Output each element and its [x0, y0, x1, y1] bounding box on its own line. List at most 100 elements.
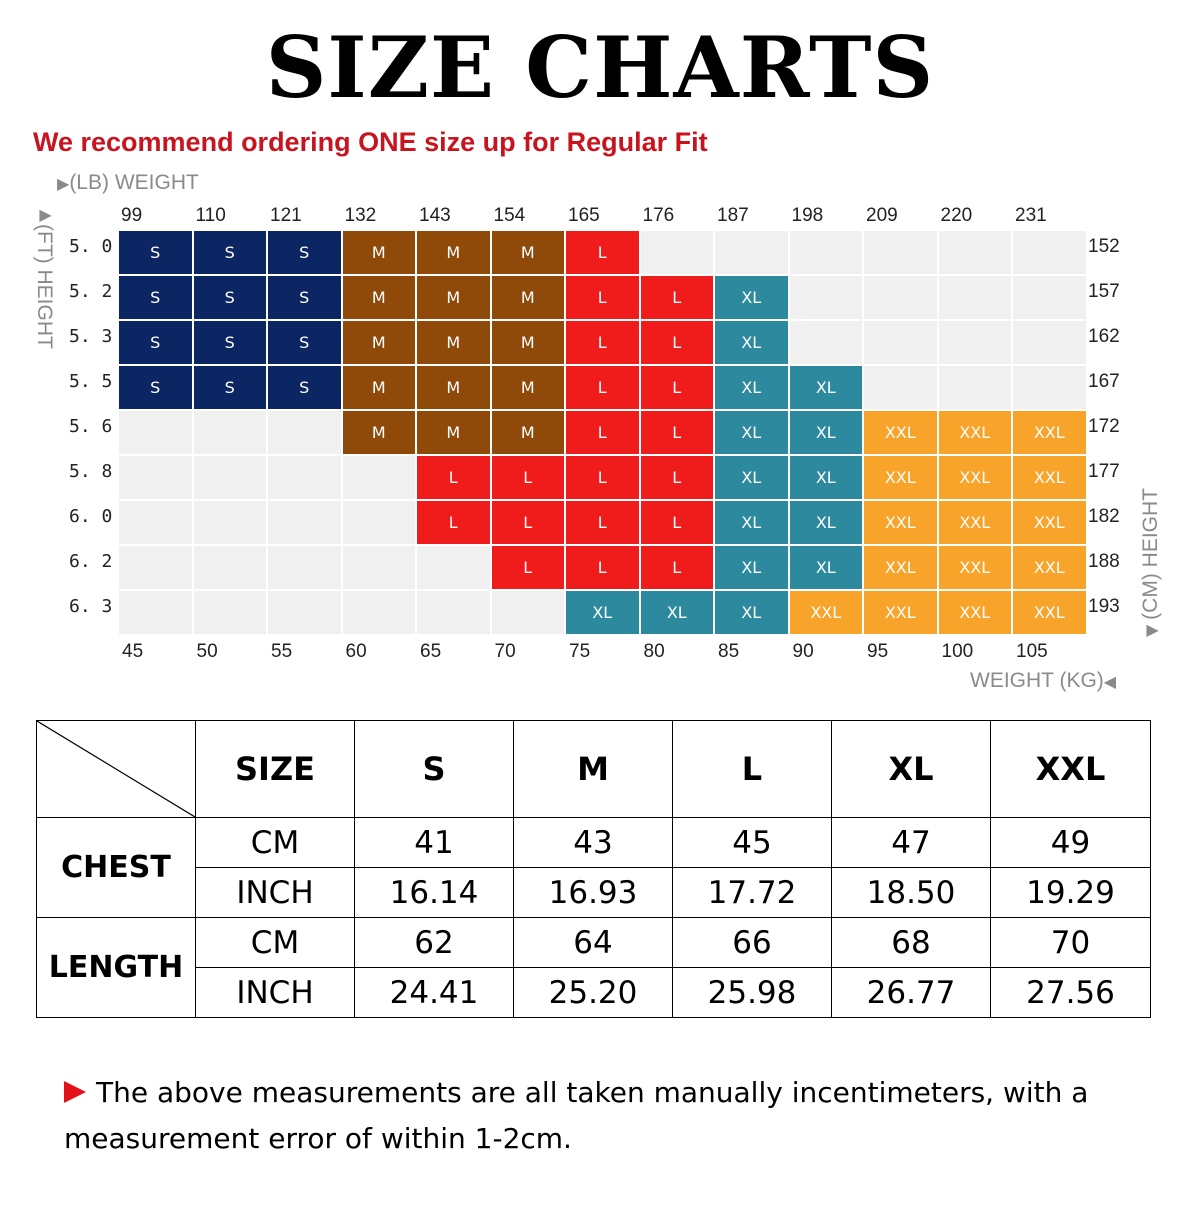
lb-tick: 110	[195, 205, 226, 226]
size-cell-l: L	[565, 410, 640, 455]
size-cell-l: L	[639, 410, 714, 455]
value-cell: 16.93	[513, 867, 673, 918]
lb-tick: 176	[642, 205, 675, 226]
value-cell: 24.41	[354, 967, 514, 1018]
size-cell-empty	[788, 275, 863, 320]
size-col-s: S	[354, 720, 514, 818]
triangle-right-icon	[64, 1081, 86, 1103]
length-inch-row: INCH 24.41 25.20 25.98 26.77 27.56	[37, 967, 1151, 1018]
size-cell-m: M	[416, 320, 491, 365]
size-cell-m: M	[416, 275, 491, 320]
size-cell-empty	[714, 230, 789, 275]
ft-tick: 6. 2	[69, 551, 113, 572]
size-cell-empty	[1012, 275, 1087, 320]
lb-weight-label-text: (LB) WEIGHT	[69, 171, 199, 194]
size-cell-empty	[267, 545, 342, 590]
size-cell-xxl: XXL	[863, 455, 938, 500]
size-cell-s: S	[118, 365, 193, 410]
size-matrix: S S S M M M L S S S M M M L L XL S S S M M M L L XL S S S M M M L L XL XL M…	[118, 230, 1087, 635]
size-cell-empty	[937, 365, 1012, 410]
kg-tick: 55	[271, 641, 293, 662]
size-cell-empty	[118, 455, 193, 500]
cm-tick: 177	[1088, 461, 1120, 482]
size-cell-xl: XL	[714, 590, 789, 635]
kg-weight-axis-label: WEIGHT (KG)◀	[970, 668, 1116, 696]
size-cell-empty	[341, 590, 416, 635]
ft-tick: 5. 3	[69, 326, 113, 347]
size-cell-s: S	[192, 230, 267, 275]
lb-tick: 154	[493, 205, 526, 226]
size-cell-l: L	[490, 545, 565, 590]
kg-tick: 75	[569, 641, 591, 662]
size-cell-l: L	[416, 500, 491, 545]
triangle-right-icon: ▶	[57, 176, 70, 193]
value-cell: 17.72	[672, 867, 832, 918]
size-cell-l: L	[639, 320, 714, 365]
size-cell-empty	[192, 455, 267, 500]
ft-tick: 5. 8	[69, 461, 113, 482]
ft-tick: 5. 2	[69, 281, 113, 302]
size-cell-l: L	[565, 455, 640, 500]
size-cell-l: L	[565, 500, 640, 545]
size-cell-xxl: XXL	[863, 590, 938, 635]
kg-tick: 65	[420, 641, 442, 662]
triangle-left-icon: ◀	[1103, 674, 1117, 691]
value-cell: 49	[990, 817, 1151, 868]
size-cell-l: L	[639, 275, 714, 320]
size-header: SIZE	[195, 720, 355, 818]
ft-height-axis-label: ▶(FT) HEIGHT	[31, 205, 57, 375]
kg-tick: 45	[122, 641, 144, 662]
kg-tick: 100	[941, 641, 974, 662]
kg-tick: 85	[718, 641, 740, 662]
lb-weight-axis-label: ▶(LB) WEIGHT	[57, 170, 199, 198]
size-cell-l: L	[565, 275, 640, 320]
size-cell-l: L	[490, 455, 565, 500]
kg-tick: 80	[643, 641, 665, 662]
size-cell-empty	[937, 320, 1012, 365]
size-cell-empty	[192, 500, 267, 545]
cm-height-axis-label: ▶(CM) HEIGHT	[1138, 488, 1164, 653]
size-cell-l: L	[565, 320, 640, 365]
size-cell-l: L	[565, 365, 640, 410]
size-cell-xl: XL	[714, 275, 789, 320]
value-cell: 43	[513, 817, 673, 868]
lb-tick: 99	[121, 205, 143, 226]
size-cell-empty	[490, 590, 565, 635]
size-cell-m: M	[490, 320, 565, 365]
size-cell-m: M	[341, 230, 416, 275]
size-cell-s: S	[118, 275, 193, 320]
size-cell-s: S	[267, 275, 342, 320]
size-cell-xxl: XXL	[863, 410, 938, 455]
size-cell-xxl: XXL	[1012, 410, 1087, 455]
cm-tick: 172	[1088, 416, 1120, 437]
lb-tick: 187	[717, 205, 749, 226]
size-cell-empty	[341, 455, 416, 500]
size-cell-xl: XL	[788, 410, 863, 455]
size-cell-empty	[788, 320, 863, 365]
size-cell-xl: XL	[714, 365, 789, 410]
unit-inch: INCH	[195, 967, 355, 1018]
size-cell-xl: XL	[565, 590, 640, 635]
size-cell-s: S	[118, 230, 193, 275]
size-cell-xxl: XXL	[937, 500, 1012, 545]
size-cell-s: S	[192, 275, 267, 320]
size-cell-xl: XL	[788, 365, 863, 410]
size-cell-empty	[937, 275, 1012, 320]
note-text: The above measurements are all taken man…	[64, 1076, 1089, 1155]
value-cell: 19.29	[990, 867, 1151, 918]
size-cell-xxl: XXL	[1012, 545, 1087, 590]
size-cell-empty	[192, 410, 267, 455]
value-cell: 25.20	[513, 967, 673, 1018]
size-cell-m: M	[341, 275, 416, 320]
size-cell-xl: XL	[714, 410, 789, 455]
size-cell-empty	[267, 455, 342, 500]
chest-inch-row: INCH 16.14 16.93 17.72 18.50 19.29	[37, 867, 1151, 918]
size-cell-empty	[341, 545, 416, 590]
size-cell-empty	[863, 230, 938, 275]
size-cell-xl: XL	[788, 545, 863, 590]
size-cell-l: L	[639, 500, 714, 545]
lb-tick: 220	[940, 205, 973, 226]
size-cell-xl: XL	[639, 590, 714, 635]
size-col-xl: XL	[831, 720, 991, 818]
size-cell-m: M	[341, 365, 416, 410]
